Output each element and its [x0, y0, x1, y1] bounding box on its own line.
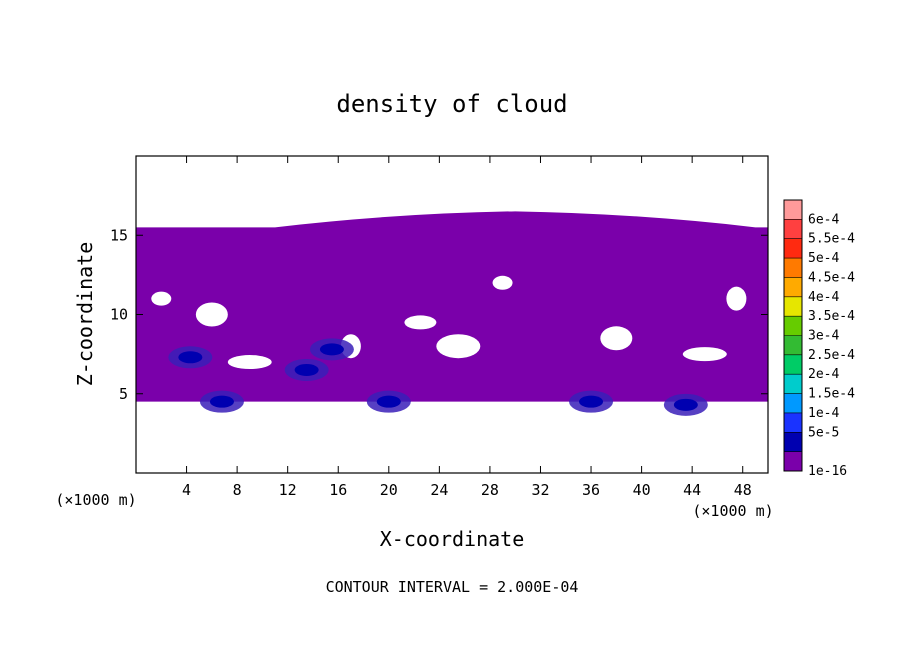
x-tick-label: 28 [481, 481, 499, 499]
contour-interval-footer: CONTOUR INTERVAL = 2.000E-04 [326, 578, 579, 596]
colorbar-swatch [784, 296, 802, 317]
x-tick-label: 36 [582, 481, 600, 499]
colorbar-swatch [784, 451, 802, 472]
clear-air-gap [682, 347, 727, 362]
x-tick-label: 48 [734, 481, 752, 499]
x-tick-label: 40 [633, 481, 651, 499]
density-core-center [579, 395, 604, 408]
colorbar-label: 5e-5 [808, 425, 839, 440]
density-core-center [209, 395, 234, 408]
clear-air-gap [600, 326, 633, 351]
clear-air-gap [726, 286, 747, 311]
colorbar-swatch [784, 258, 802, 278]
density-core-center [319, 343, 344, 356]
clear-air-gap [195, 302, 228, 327]
x-tick-label: 20 [380, 481, 398, 499]
colorbar-swatch [784, 432, 802, 453]
density-core-center [376, 395, 401, 408]
colorbar-label: 3e-4 [808, 329, 839, 344]
colorbar-swatch [784, 219, 802, 240]
density-core-center [294, 363, 319, 376]
x-tick-label: 8 [233, 481, 242, 499]
cloud-region [136, 211, 768, 402]
colorbar-swatch [784, 316, 802, 336]
x-axis-label: X-coordinate [380, 527, 525, 551]
colorbar-label: 5.5e-4 [808, 232, 855, 247]
colorbar-swatch [784, 335, 802, 356]
density-core-center [178, 351, 203, 364]
x-tick-label: 16 [329, 481, 347, 499]
y-axis-label: Z-coordinate [73, 242, 97, 387]
colorbar-label: 1e-16 [808, 464, 847, 479]
colorbar-label: 1e-4 [808, 406, 839, 421]
x-tick-label: 44 [683, 481, 701, 499]
density-core-center [673, 398, 698, 411]
clear-air-gap [227, 355, 272, 370]
colorbar-label: 6e-4 [808, 212, 839, 227]
colorbar-swatch [784, 277, 802, 298]
colorbar: 6e-4 5.5e-4 5e-4 4.5e-4 4e-4 3.5e-4 3e-4 2.5e-4… [783, 199, 855, 479]
colorbar-swatch [784, 354, 802, 375]
x-unit-left: (×1000 m) [55, 491, 136, 509]
x-unit-right: (×1000 m) [692, 502, 773, 520]
y-tick-label: 10 [110, 306, 128, 324]
colorbar-label: 2e-4 [808, 367, 839, 382]
colorbar-swatch [784, 374, 802, 395]
y-tick-label: 5 [119, 385, 128, 403]
x-tick-label: 12 [279, 481, 297, 499]
colorbar-swatch [784, 238, 802, 259]
x-tick-label: 24 [430, 481, 448, 499]
x-tick-label: 32 [531, 481, 549, 499]
clear-air-gap [436, 334, 481, 359]
colorbar-label: 1.5e-4 [808, 387, 855, 402]
colorbar-label: 4e-4 [808, 290, 839, 305]
colorbar-swatch [784, 200, 802, 220]
colorbar-swatch [784, 412, 802, 433]
clear-air-gap [404, 315, 437, 330]
colorbar-swatch [784, 393, 802, 414]
x-tick-label: 4 [182, 481, 191, 499]
clear-air-gap [492, 275, 513, 290]
colorbar-label: 3.5e-4 [808, 309, 855, 324]
colorbar-label: 4.5e-4 [808, 270, 855, 285]
y-axis: 5 10 15 [110, 226, 768, 403]
colorbar-label: 2.5e-4 [808, 348, 855, 363]
clear-air-gap [151, 291, 172, 306]
plot-area [136, 211, 768, 416]
chart-title: density of cloud [336, 90, 567, 118]
y-tick-label: 15 [110, 226, 128, 244]
x-axis: 4 8 12 16 20 24 28 32 36 40 44 48 [182, 156, 752, 499]
colorbar-label: 5e-4 [808, 251, 839, 266]
